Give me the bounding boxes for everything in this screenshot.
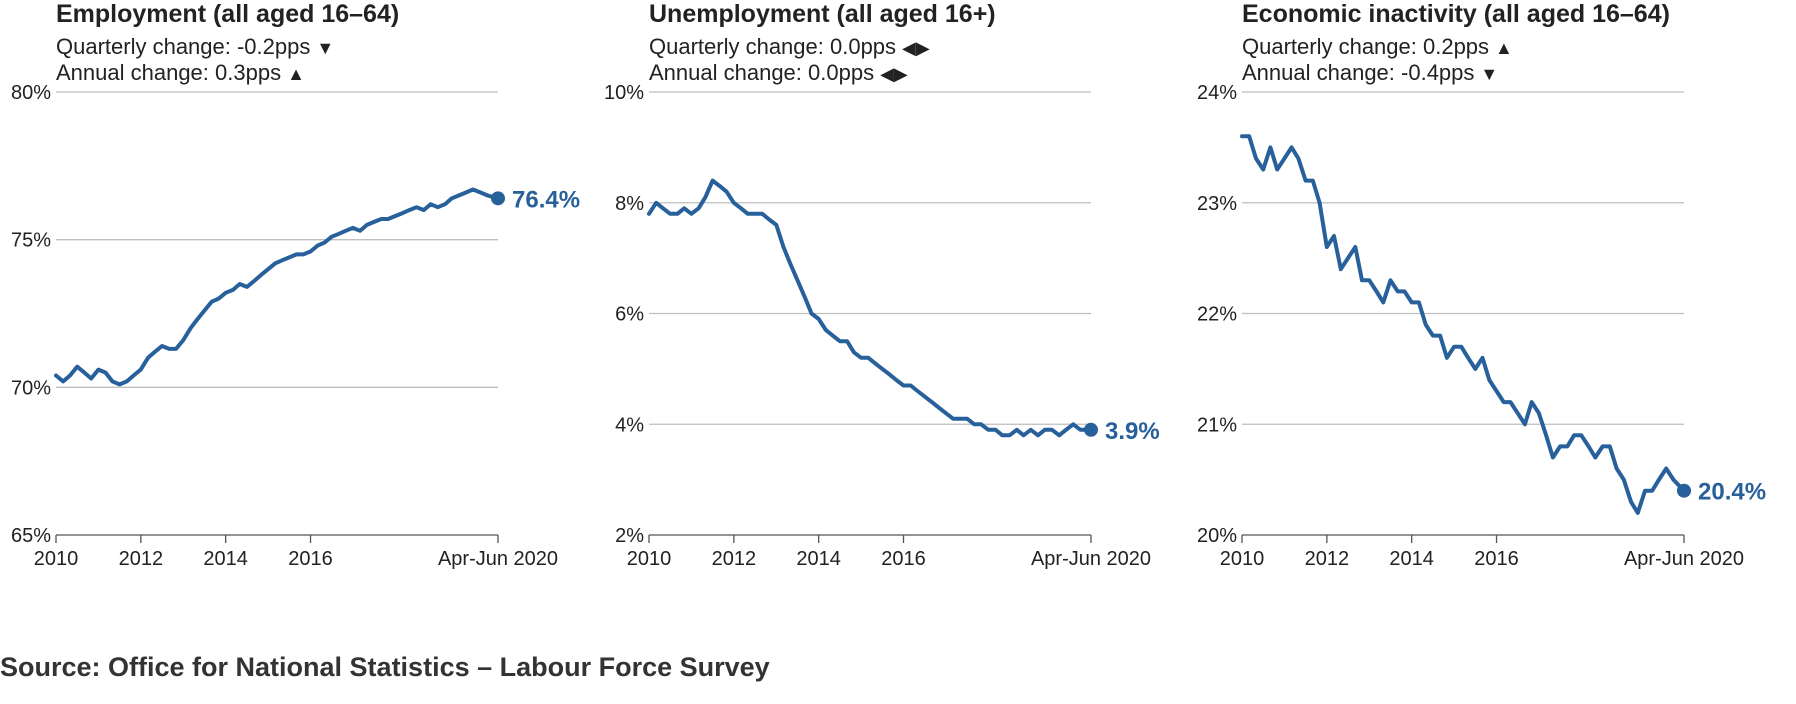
- inactivity-title: Economic inactivity (all aged 16–64): [1242, 0, 1670, 28]
- employment-quarterly-change: Quarterly change: -0.2pps ▼: [56, 34, 334, 60]
- unemployment-quarterly-change-text: Quarterly change: 0.0pps: [649, 34, 897, 59]
- unemployment-x-tick-label: 2016: [881, 548, 926, 570]
- unemployment-x-tick-label: 2010: [627, 548, 672, 570]
- inactivity-y-tick-label: 22%: [1197, 304, 1237, 326]
- source-note: Source: Office for National Statistics –…: [0, 652, 770, 682]
- unemployment-chart: 2% 4% 6% 8% 10% 2010 2012 2014 2016 Apr-Jun 2020 3…: [604, 82, 1160, 570]
- inactivity-x-tick-label: 2010: [1220, 548, 1265, 570]
- unemployment-x-tick-label: Apr-Jun 2020: [1031, 548, 1151, 570]
- employment-y-tick-label: 65%: [11, 525, 51, 547]
- unemployment-series-line: [647, 178, 1093, 438]
- inactivity-quarterly-change-text: Quarterly change: 0.2pps: [1242, 34, 1490, 59]
- unemployment-y-tick-label: 6%: [615, 304, 644, 326]
- employment-x-tick-label: 2016: [288, 548, 333, 570]
- unemployment-y-tick-label: 2%: [615, 525, 644, 547]
- employment-chart: 65% 70% 75% 80% 2010 2012 2014 2016 Apr-Jun 2020…: [11, 82, 580, 570]
- employment-series-line: [54, 187, 500, 387]
- inactivity-y-tick-label: 21%: [1197, 414, 1237, 436]
- triangle-up-icon: ▲: [287, 64, 305, 84]
- unemployment-annual-change: Annual change: 0.0pps ◀▶: [649, 60, 908, 86]
- triangle-up-icon: ▲: [1495, 38, 1513, 58]
- inactivity-x-tick-label: 2012: [1305, 548, 1350, 570]
- inactivity-y-tick-label: 20%: [1197, 525, 1237, 547]
- inactivity-panel: 20% 21% 22% 23% 24% 2010 2012 2014 2016 Apr-Jun 2…: [1186, 0, 1766, 640]
- inactivity-x-tick-label: 2016: [1474, 548, 1519, 570]
- unemployment-quarterly-change: Quarterly change: 0.0pps ◀▶: [649, 34, 930, 60]
- triangle-down-icon: ▼: [1480, 64, 1499, 84]
- inactivity-y-tick-label: 24%: [1197, 82, 1237, 104]
- employment-y-tick-label: 75%: [11, 230, 51, 252]
- employment-y-tick-label: 80%: [11, 82, 51, 104]
- unemployment-x-tick-label: 2014: [796, 548, 841, 570]
- employment-title: Employment (all aged 16–64): [56, 0, 400, 28]
- inactivity-end-point: [1677, 483, 1691, 498]
- inactivity-y-tick-label: 23%: [1197, 193, 1237, 215]
- employment-x-tick-label: 2012: [119, 548, 164, 570]
- unemployment-y-tick-label: 4%: [615, 414, 644, 436]
- inactivity-annual-change-text: Annual change: -0.4pps: [1242, 60, 1475, 85]
- employment-x-tick-label: 2014: [203, 548, 248, 570]
- employment-x-tick-label: 2010: [34, 548, 79, 570]
- employment-annual-change: Annual change: 0.3pps ▲: [56, 60, 305, 86]
- triangle-down-icon: ▼: [316, 38, 335, 58]
- inactivity-x-tick-label: 2014: [1389, 548, 1434, 570]
- left-right-arrows-icon: ◀▶: [880, 64, 908, 84]
- employment-end-label: 76.4%: [512, 186, 580, 213]
- inactivity-chart: 20% 21% 22% 23% 24% 2010 2012 2014 2016 Apr-Jun 2…: [1197, 82, 1766, 570]
- unemployment-annual-change-text: Annual change: 0.0pps: [649, 60, 875, 85]
- unemployment-title: Unemployment (all aged 16+): [649, 0, 996, 28]
- employment-end-point: [491, 191, 505, 206]
- employment-quarterly-change-text: Quarterly change: -0.2pps: [56, 34, 311, 59]
- unemployment-x-tick-label: 2012: [712, 548, 757, 570]
- employment-y-tick-label: 70%: [11, 377, 51, 399]
- employment-panel: 65% 70% 75% 80% 2010 2012 2014 2016 Apr-Jun 2020…: [0, 0, 580, 640]
- employment-annual-change-text: Annual change: 0.3pps: [56, 60, 282, 85]
- inactivity-annual-change: Annual change: -0.4pps ▼: [1242, 60, 1498, 86]
- inactivity-series-line: [1240, 134, 1686, 515]
- inactivity-x-tick-label: Apr-Jun 2020: [1624, 548, 1744, 570]
- unemployment-end-label: 3.9%: [1105, 418, 1160, 445]
- left-right-arrows-icon: ◀▶: [902, 38, 930, 58]
- unemployment-y-tick-label: 10%: [604, 82, 644, 104]
- unemployment-y-tick-label: 8%: [615, 193, 644, 215]
- employment-x-tick-label: Apr-Jun 2020: [438, 548, 558, 570]
- unemployment-end-point: [1084, 422, 1098, 437]
- unemployment-panel: 2% 4% 6% 8% 10% 2010 2012 2014 2016 Apr-Jun 2020 3…: [593, 0, 1160, 640]
- inactivity-quarterly-change: Quarterly change: 0.2pps ▲: [1242, 34, 1513, 60]
- inactivity-end-label: 20.4%: [1698, 479, 1766, 506]
